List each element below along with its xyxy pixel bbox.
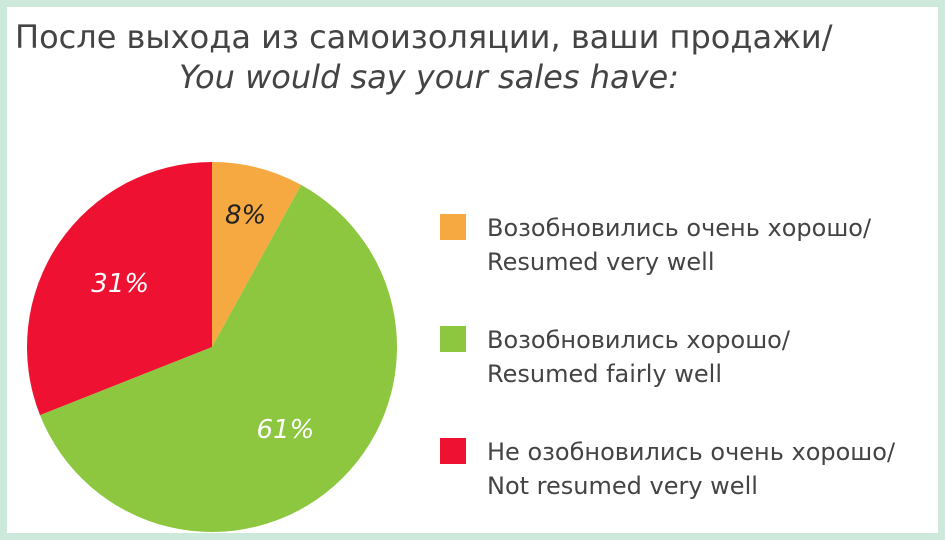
legend-swatch: [440, 326, 466, 352]
chart-subtitle: You would say your sales have:: [179, 58, 679, 96]
value-label: 8%: [225, 201, 266, 231]
legend-label: Возобновились хорошо/: [487, 326, 791, 354]
legend-label: Not resumed very well: [487, 472, 758, 500]
legend-swatch: [440, 214, 466, 240]
legend-swatch: [440, 438, 466, 464]
legend-label: Resumed fairly well: [487, 360, 722, 388]
chart-title: После выхода из самоизоляции, ваши прода…: [15, 18, 833, 56]
pie-slice: [212, 162, 302, 347]
legend-label: Не озобновились очень хорошо/: [487, 438, 896, 466]
legend-label: Возобновились очень хорошо/: [487, 214, 872, 242]
pie-slice: [27, 162, 213, 416]
value-label: 31%: [91, 269, 149, 299]
value-label: 61%: [257, 415, 315, 445]
chart: После выхода из самоизоляции, ваши прода…: [15, 18, 896, 533]
pie-slice: [39, 184, 398, 533]
legend-label: Resumed very well: [487, 248, 714, 276]
